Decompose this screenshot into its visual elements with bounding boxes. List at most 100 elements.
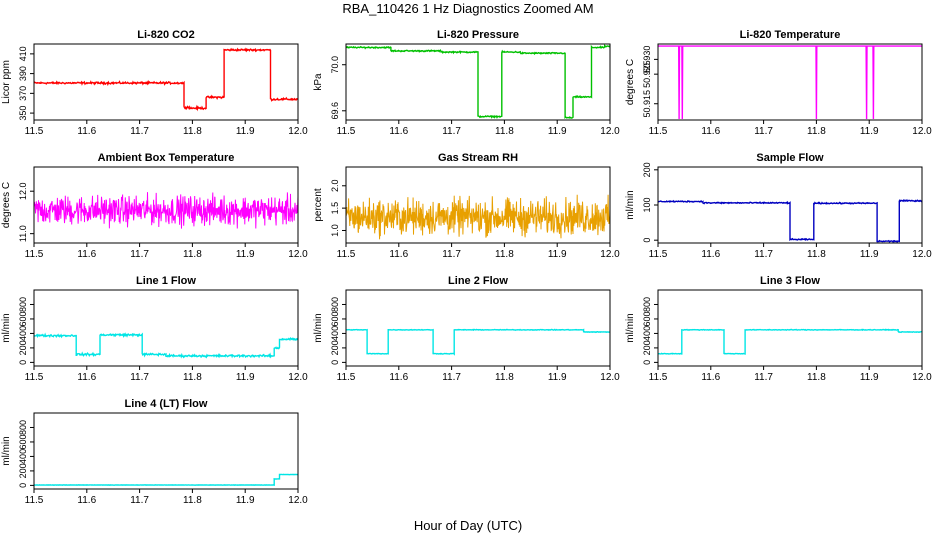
- x-tick-label: 11.6: [77, 126, 96, 137]
- y-axis-label: degrees C: [625, 59, 636, 105]
- y-tick-label: 0: [642, 360, 652, 365]
- x-tick-label: 11.5: [649, 126, 668, 137]
- y-axis-label: ml/min: [1, 313, 12, 342]
- panel-4: Gas Stream RH percent 11.5 11.6 11.7 11.8 11.9…: [313, 152, 620, 260]
- x-tick-label: 11.5: [337, 249, 356, 260]
- y-tick-label: 0: [18, 360, 28, 365]
- panel-title: Ambient Box Temperature: [98, 152, 235, 164]
- x-tick-label: 11.5: [25, 249, 44, 260]
- y-tick-label: 800: [642, 297, 652, 312]
- x-tick-label: 11.6: [701, 126, 720, 137]
- x-tick-label: 11.8: [183, 249, 202, 260]
- y-tick-label: 370: [18, 86, 28, 101]
- series-line: [658, 45, 922, 120]
- y-tick-label: 410: [18, 46, 28, 61]
- panel-7: Line 2 Flow ml/min 11.5 11.6 11.7 11.8 11.9 12.…: [313, 275, 620, 383]
- plot-frame: [33, 43, 299, 121]
- x-tick-label: 11.8: [807, 372, 826, 383]
- y-tick-label: 200: [642, 162, 652, 177]
- panel-6: Line 1 Flow ml/min 11.5 11.6 11.7 11.8 11.9 12.…: [1, 275, 308, 383]
- plot-frame: [657, 289, 923, 367]
- x-tick-label: 11.9: [548, 249, 567, 260]
- y-tick-label: 200: [18, 340, 28, 355]
- y-tick-label: 200: [18, 463, 28, 478]
- x-tick-label: 11.9: [860, 249, 879, 260]
- x-tick-label: 11.8: [807, 249, 826, 260]
- y-axis-label: Licor ppm: [1, 60, 12, 104]
- x-tick-label: 11.5: [337, 126, 356, 137]
- series-line: [33, 47, 299, 112]
- x-tick-label: 11.9: [860, 372, 879, 383]
- x-tick-label: 11.6: [701, 249, 720, 260]
- x-tick-label: 11.7: [130, 495, 149, 506]
- x-tick-label: 11.5: [25, 126, 44, 137]
- y-tick-label: 50.925: [642, 60, 652, 88]
- x-tick-label: 11.5: [25, 372, 44, 383]
- x-tick-label: 11.8: [495, 126, 514, 137]
- series-line: [345, 44, 611, 119]
- x-tick-label: 12.0: [600, 372, 620, 383]
- figure-x-axis-label: Hour of Day (UTC): [413, 518, 523, 533]
- panel-title: Line 2 Flow: [448, 275, 508, 287]
- y-tick-label: 400: [18, 449, 28, 464]
- x-tick-label: 11.7: [754, 372, 773, 383]
- plot-frame: [657, 43, 923, 121]
- panel-3: Ambient Box Temperature degrees C 11.5 11.6…: [1, 152, 308, 260]
- y-axis-label: percent: [313, 188, 324, 222]
- y-tick-label: 70.0: [330, 56, 340, 74]
- panel-0: Li-820 CO2 Licor ppm 11.5 11.6 11.7 11.8 11.9 1…: [1, 29, 308, 137]
- y-tick-label: 0: [18, 483, 28, 488]
- x-tick-label: 11.7: [754, 249, 773, 260]
- x-tick-label: 11.8: [807, 126, 826, 137]
- x-tick-label: 12.0: [912, 126, 932, 137]
- x-tick-label: 12.0: [600, 126, 620, 137]
- panel-title: Li-820 CO2: [137, 29, 194, 41]
- y-tick-label: 400: [642, 326, 652, 341]
- panel-title: Sample Flow: [756, 152, 824, 164]
- x-tick-label: 12.0: [912, 249, 932, 260]
- panel-2: Li-820 Temperature degrees C 11.5 11.6 11.7 1…: [625, 29, 932, 137]
- x-tick-label: 11.8: [183, 495, 202, 506]
- y-axis-label: ml/min: [1, 436, 12, 465]
- x-tick-label: 11.7: [442, 126, 461, 137]
- x-tick-label: 11.6: [77, 495, 96, 506]
- y-tick-label: 390: [18, 66, 28, 81]
- y-tick-label: 12.0: [18, 182, 28, 200]
- y-tick-label: 800: [330, 297, 340, 312]
- x-tick-label: 11.7: [130, 372, 149, 383]
- y-axis-label: ml/min: [625, 190, 636, 219]
- x-tick-label: 11.8: [495, 372, 514, 383]
- y-tick-label: 100: [642, 197, 652, 212]
- y-tick-label: 11.0: [18, 225, 28, 242]
- y-tick-label: 800: [18, 297, 28, 312]
- y-tick-label: 50.915: [642, 90, 652, 118]
- x-tick-label: 11.5: [649, 249, 668, 260]
- x-tick-label: 11.6: [77, 372, 96, 383]
- x-tick-label: 11.7: [130, 126, 149, 137]
- y-tick-label: 200: [642, 340, 652, 355]
- x-tick-label: 11.5: [337, 372, 356, 383]
- y-axis-label: ml/min: [625, 313, 636, 342]
- x-tick-label: 11.5: [25, 495, 44, 506]
- x-tick-label: 11.8: [183, 126, 202, 137]
- plot-frame: [345, 166, 611, 244]
- panel-title: Li-820 Pressure: [437, 29, 519, 41]
- plot-frame: [33, 166, 299, 244]
- plot-frame: [345, 43, 611, 121]
- panel-8: Line 3 Flow ml/min 11.5 11.6 11.7 11.8 11.9 12.…: [625, 275, 932, 383]
- plot-frame: [33, 289, 299, 367]
- series-line: [657, 328, 922, 355]
- x-tick-label: 11.9: [236, 126, 255, 137]
- x-tick-label: 11.9: [860, 126, 879, 137]
- x-tick-label: 11.6: [389, 126, 408, 137]
- x-tick-label: 12.0: [600, 249, 620, 260]
- panel-title: Line 4 (LT) Flow: [125, 398, 208, 410]
- x-tick-label: 11.7: [442, 249, 461, 260]
- x-tick-label: 11.9: [236, 249, 255, 260]
- y-tick-label: 600: [642, 311, 652, 326]
- y-tick-label: 69.6: [330, 102, 340, 120]
- x-tick-label: 11.9: [236, 495, 255, 506]
- series-line: [657, 198, 923, 243]
